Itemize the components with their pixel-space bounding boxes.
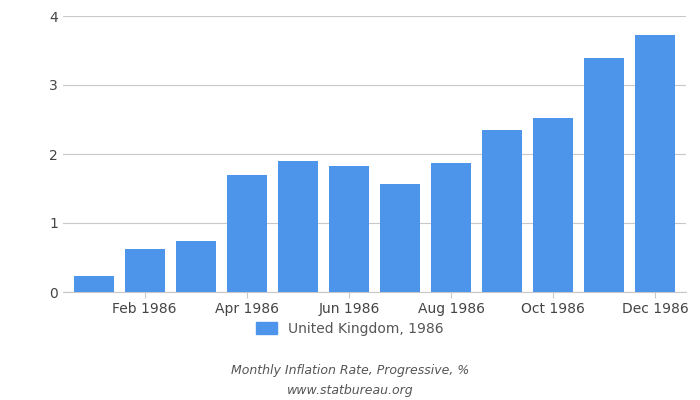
Bar <box>227 175 267 292</box>
Bar <box>278 161 318 292</box>
Bar <box>533 118 573 292</box>
Bar <box>74 276 113 292</box>
Bar <box>329 166 369 292</box>
Bar <box>380 184 420 292</box>
Text: Monthly Inflation Rate, Progressive, %: Monthly Inflation Rate, Progressive, % <box>231 364 469 377</box>
Bar <box>125 249 164 292</box>
Bar <box>636 35 676 292</box>
Legend: United Kingdom, 1986: United Kingdom, 1986 <box>251 316 449 341</box>
Bar <box>584 58 624 292</box>
Bar <box>176 241 216 292</box>
Text: www.statbureau.org: www.statbureau.org <box>287 384 413 397</box>
Bar <box>482 130 522 292</box>
Bar <box>431 163 471 292</box>
